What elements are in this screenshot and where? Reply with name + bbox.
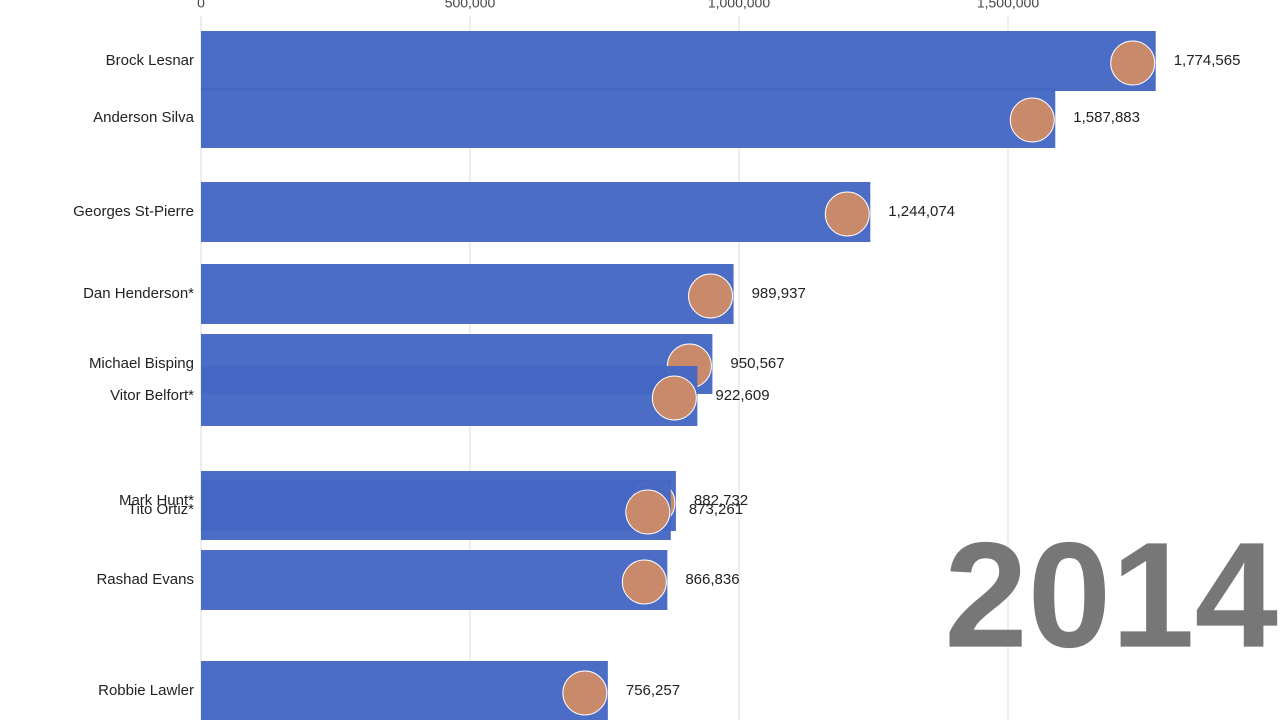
bar xyxy=(201,264,734,324)
avatar xyxy=(651,375,697,421)
category-label: Anderson Silva xyxy=(93,109,195,126)
avatar xyxy=(1009,97,1055,143)
avatar xyxy=(824,191,870,237)
category-label: Michael Bisping xyxy=(89,355,194,372)
bar xyxy=(201,182,871,242)
category-label: Vitor Belfort* xyxy=(110,387,194,404)
category-label: Mark Hunt* xyxy=(119,492,194,509)
x-tick-label: 1,000,000 xyxy=(708,0,770,11)
bar xyxy=(201,661,608,720)
value-label: 873,261 xyxy=(689,501,743,518)
bar xyxy=(201,88,1056,148)
value-label: 1,774,565 xyxy=(1174,52,1241,69)
avatar xyxy=(625,489,671,535)
period-label: 2014 xyxy=(944,511,1278,679)
avatar xyxy=(688,273,734,319)
value-label: 882,732 xyxy=(694,492,748,509)
category-label: Georges St-Pierre xyxy=(73,203,194,220)
value-label: 866,836 xyxy=(685,571,739,588)
category-label: Robbie Lawler xyxy=(98,682,194,699)
value-label: 756,257 xyxy=(626,682,680,699)
value-label: 1,244,074 xyxy=(888,203,955,220)
bar xyxy=(201,366,698,426)
x-tick-label: 0 xyxy=(197,0,205,11)
value-label: 1,587,883 xyxy=(1073,109,1140,126)
category-label: Rashad Evans xyxy=(96,571,194,588)
avatar xyxy=(1110,40,1156,86)
avatar xyxy=(562,670,608,716)
value-label: 989,937 xyxy=(752,285,806,302)
bar xyxy=(201,480,671,540)
avatar xyxy=(621,559,667,605)
category-label: Tito Ortiz* xyxy=(128,501,194,518)
bar xyxy=(201,31,1156,91)
bar xyxy=(201,550,668,610)
category-label: Dan Henderson* xyxy=(83,285,194,302)
x-tick-label: 500,000 xyxy=(445,0,496,11)
category-label: Brock Lesnar xyxy=(106,52,194,69)
value-label: 922,609 xyxy=(715,387,769,404)
value-label: 950,567 xyxy=(730,355,784,372)
x-tick-label: 1,500,000 xyxy=(977,0,1039,11)
